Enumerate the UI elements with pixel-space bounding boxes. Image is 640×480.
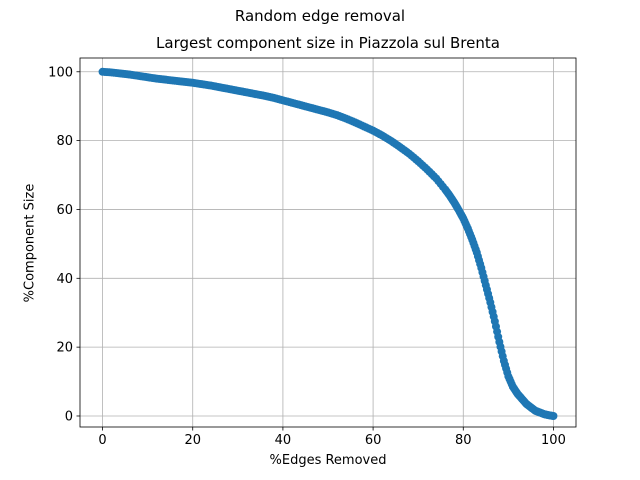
axes-frame — [79, 57, 577, 428]
grid-lines — [80, 58, 576, 427]
x-tick-label: 100 — [541, 433, 566, 448]
y-axis-label: %Component Size — [22, 183, 38, 303]
data-points — [98, 67, 558, 420]
tick-labels: 0 20 40 60 80 100 0 20 40 60 80 100 — [48, 65, 566, 448]
y-tick-label: 20 — [56, 341, 73, 356]
y-tick-label: 100 — [48, 65, 73, 80]
y-tick-label: 40 — [56, 272, 73, 287]
chart-suptitle: Random edge removal — [234, 7, 406, 25]
data-point — [549, 411, 558, 420]
y-tick-label: 80 — [56, 134, 73, 149]
x-tick-label: 0 — [98, 433, 106, 448]
y-tick-label: 0 — [65, 409, 73, 424]
axes — [76, 57, 577, 431]
x-axis-label: %Edges Removed — [269, 453, 387, 468]
y-tick-label: 60 — [56, 203, 73, 218]
x-tick-label: 20 — [184, 433, 201, 448]
x-tick-label: 60 — [365, 433, 382, 448]
chart-title: Largest component size in Piazzola sul B… — [156, 34, 500, 52]
x-tick-label: 80 — [455, 433, 472, 448]
x-tick-label: 40 — [275, 433, 292, 448]
